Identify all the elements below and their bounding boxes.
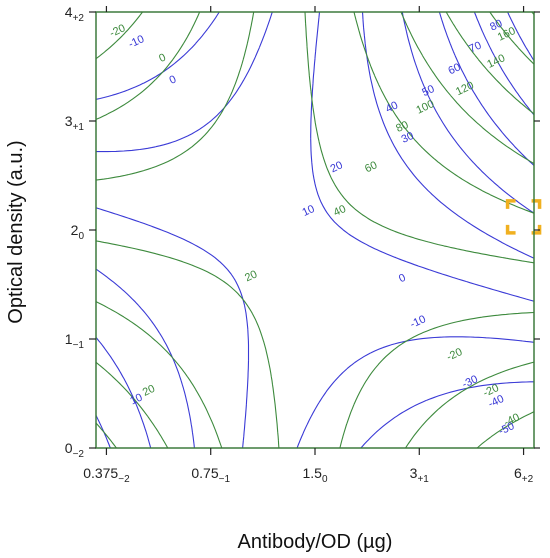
- highlight-corner-1: [531, 199, 542, 209]
- y-tick-label-3: 3+1: [65, 113, 85, 133]
- x-tick-label-3: 3+1: [410, 465, 430, 485]
- contour-label-1: -10: [127, 33, 146, 51]
- y-tick-label-2: 20: [71, 222, 85, 242]
- contour-label-9: 120: [454, 80, 476, 99]
- x-tick-label-2: 1.50: [302, 465, 327, 485]
- highlight-corner-3: [531, 224, 542, 235]
- contour-label-0: -20: [108, 22, 127, 40]
- x-tick-label-0: 0.375−2: [83, 465, 130, 485]
- x-axis-title: Antibody/OD (µg): [238, 531, 393, 553]
- contour-label-16: 20: [329, 159, 345, 175]
- highlight-corner-0: [505, 199, 516, 209]
- y-tick-label-1: 1−1: [65, 331, 85, 351]
- y-tick-label-0: 0−2: [65, 440, 85, 460]
- green-contour-60: [96, 12, 534, 448]
- contour-label-8: 60: [446, 61, 462, 77]
- contour-label-3: 0: [168, 73, 179, 86]
- contour-label-15: 60: [363, 159, 379, 175]
- green-contour-20: [96, 12, 534, 448]
- contour-label-28: 20: [141, 383, 157, 399]
- highlight-corner-2: [505, 224, 516, 235]
- contour-label-11: 100: [414, 98, 436, 117]
- blue-contour-40: [96, 12, 534, 448]
- y-axis-title: Optical density (a.u.): [5, 140, 27, 323]
- contour-label-13: 80: [394, 119, 410, 135]
- contour-label-29: 10: [128, 391, 144, 407]
- contour-label-7: 140: [485, 52, 507, 71]
- contour-label-18: 10: [300, 203, 316, 219]
- contour-label-22: -20: [445, 346, 464, 364]
- contour-label-20: 0: [397, 272, 408, 285]
- blue-contour-lines: [96, 12, 534, 448]
- green-contour--40: [96, 12, 534, 448]
- contour-label-14: 30: [400, 130, 416, 146]
- y-tick-label-4: 4+2: [65, 4, 85, 24]
- x-tick-label-4: 6+2: [514, 465, 534, 485]
- contour-label-12: 40: [384, 99, 400, 115]
- x-tick-label-1: 0.75−1: [191, 465, 230, 485]
- contour-label-6: 70: [467, 39, 483, 55]
- blue-contour-20: [96, 12, 534, 448]
- contour-label-2: 0: [157, 52, 168, 65]
- contour-label-17: 40: [332, 203, 348, 219]
- blue-contour-10: [96, 12, 534, 448]
- contour-labels: -20-100080160701406012050100408030602040…: [108, 18, 522, 438]
- contour-label-4: 80: [488, 18, 504, 34]
- blue-contour-50: [473, 12, 534, 116]
- contour-label-21: -10: [408, 313, 427, 331]
- blue-contour-0: [96, 12, 534, 448]
- green-contour-0: [96, 12, 534, 448]
- y-axis-ticks: 0−2 1−1 20 3+1 4+2: [65, 4, 540, 460]
- green-contour-40: [96, 12, 534, 448]
- contour-label-10: 50: [420, 83, 436, 99]
- green-contour-80: [96, 12, 534, 448]
- green-contour-lines: [96, 12, 534, 448]
- contour-label-23: -30: [460, 373, 479, 391]
- x-axis-ticks: 0.375−2 0.75−1 1.50 3+1 6+2: [83, 6, 534, 485]
- contour-label-19: 20: [243, 268, 259, 284]
- blue-contour-30: [96, 12, 534, 448]
